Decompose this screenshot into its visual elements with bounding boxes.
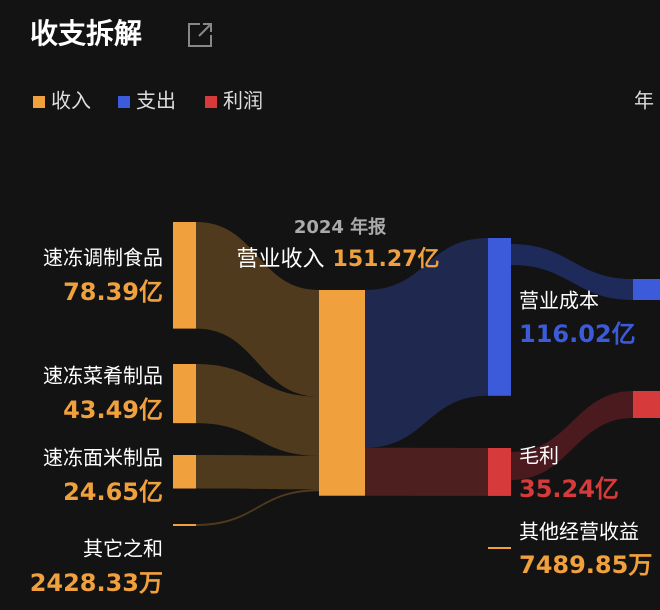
flow <box>365 447 488 496</box>
cropped-flow <box>511 391 633 480</box>
node-value: 24.65亿 <box>63 478 163 506</box>
flow <box>365 238 488 448</box>
source-node <box>173 524 196 526</box>
node-name: 其它之和 <box>83 537 163 561</box>
legend-label: 利润 <box>223 89 263 113</box>
node-value: 7489.85万 <box>519 551 652 579</box>
legend-swatch <box>205 96 217 108</box>
cropped-node <box>633 391 660 418</box>
icon-frame <box>188 23 212 47</box>
other-income-node <box>488 547 511 549</box>
period-selector[interactable]: 年 <box>634 89 654 113</box>
node-name: 毛利 <box>519 444 559 468</box>
output-node <box>488 238 511 396</box>
flow <box>196 222 319 397</box>
node-name: 营业成本 <box>519 289 599 313</box>
chart-title: 收支拆解 <box>30 17 142 50</box>
source-node <box>173 222 196 329</box>
share-icon[interactable] <box>188 23 212 47</box>
node-value: 35.24亿 <box>519 475 619 503</box>
legend-label: 支出 <box>136 89 176 113</box>
node-name: 速冻调制食品 <box>43 246 163 270</box>
flow <box>196 455 319 490</box>
node-value: 78.39亿 <box>63 278 163 306</box>
period-label: 2024 年报 <box>294 216 386 238</box>
flow <box>196 364 319 456</box>
flow <box>196 489 319 526</box>
node-name: 其他经营收益 <box>519 520 639 544</box>
source-node <box>173 364 196 424</box>
node-name: 速冻菜肴制品 <box>43 364 163 388</box>
node-value: 43.49亿 <box>63 396 163 424</box>
total-label: 营业收入 151.27亿 <box>237 247 440 272</box>
cropped-node <box>633 279 660 300</box>
output-node <box>488 448 511 496</box>
legend-label: 收入 <box>51 89 91 113</box>
node-name: 营业收入 <box>237 247 325 272</box>
total-node <box>319 290 365 496</box>
node-name: 速冻面米制品 <box>43 446 163 470</box>
source-node <box>173 455 196 489</box>
node-value: 116.02亿 <box>519 320 636 348</box>
node-value: 151.27亿 <box>333 247 440 272</box>
icon-arrow <box>198 23 212 37</box>
legend-swatch <box>118 96 130 108</box>
node-value: 2428.33万 <box>30 569 163 597</box>
cropped-flow <box>511 244 633 300</box>
legend-swatch <box>33 96 45 108</box>
